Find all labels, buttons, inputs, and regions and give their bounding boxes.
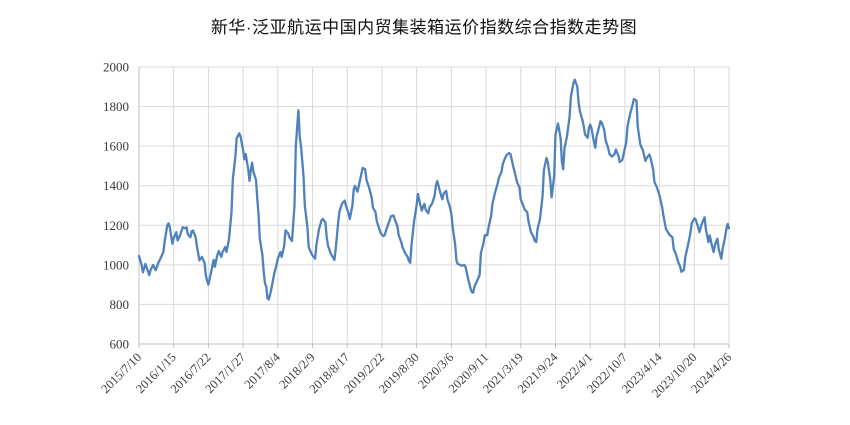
x-axis-label: 2017/8/4 — [242, 350, 284, 392]
y-axis-label: 1000 — [103, 257, 129, 272]
series-line-composite-index — [137, 78, 731, 301]
chart-title: 新华·泛亚航运中国内贸集装箱运价指数综合指数走势图 — [210, 18, 638, 37]
y-axis-label: 1600 — [103, 139, 129, 154]
y-axis-label: 600 — [110, 337, 130, 352]
y-axis-label: 1800 — [103, 99, 129, 114]
y-axis-label: 1400 — [103, 178, 129, 193]
y-axis-label: 1200 — [103, 218, 129, 233]
y-axis-label: 800 — [110, 297, 130, 312]
y-axis-label: 2000 — [103, 60, 129, 75]
